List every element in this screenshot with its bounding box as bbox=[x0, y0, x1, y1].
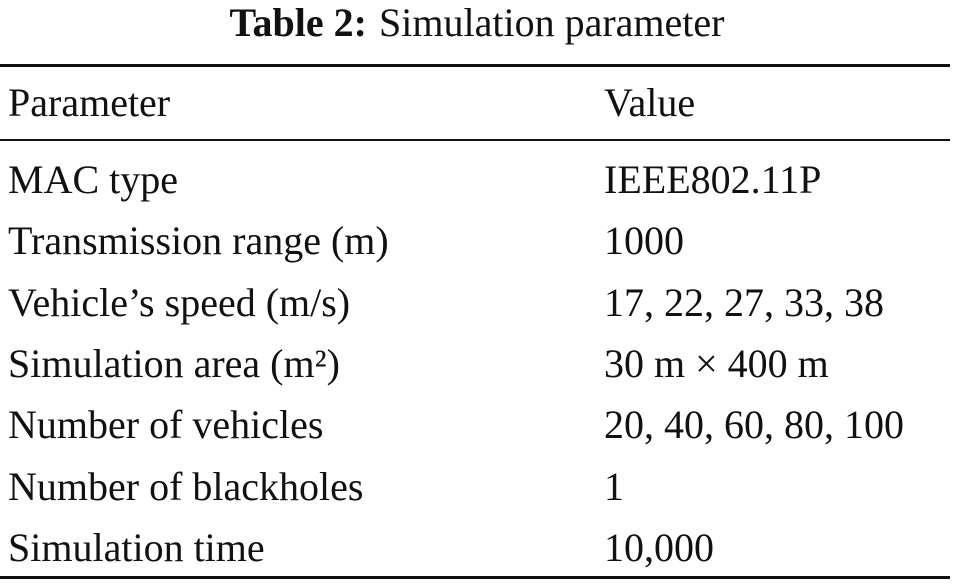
value-cell: 30 m × 400 m bbox=[604, 340, 829, 386]
value-cell: 1000 bbox=[604, 218, 684, 264]
top-rule bbox=[0, 64, 950, 67]
table-caption: Table 2: Simulation parameter bbox=[0, 0, 954, 46]
parameter-cell: Simulation time bbox=[8, 524, 265, 570]
bottom-rule bbox=[0, 576, 950, 579]
value-cell: 10,000 bbox=[604, 524, 714, 570]
header-cell: Value bbox=[604, 80, 696, 125]
parameter-cell: Transmission range (m) bbox=[8, 218, 389, 264]
value-cell: IEEE802.11P bbox=[604, 157, 822, 202]
caption-label: Table 2: bbox=[229, 0, 367, 45]
value-cell: 20, 40, 60, 80, 100 bbox=[604, 402, 904, 448]
mid-rule bbox=[0, 139, 950, 141]
value-cell: 17, 22, 27, 33, 38 bbox=[604, 279, 884, 325]
parameter-cell: Number of blackholes bbox=[8, 463, 364, 509]
parameter-cell: Vehicle’s speed (m/s) bbox=[8, 279, 351, 325]
parameter-cell: MAC type bbox=[8, 157, 178, 202]
header-cell: Parameter bbox=[8, 80, 171, 125]
parameter-cell: Number of vehicles bbox=[8, 402, 324, 448]
value-cell: 1 bbox=[604, 463, 624, 509]
caption-title: Simulation parameter bbox=[379, 0, 725, 45]
parameter-cell: Simulation area (m²) bbox=[8, 340, 340, 386]
